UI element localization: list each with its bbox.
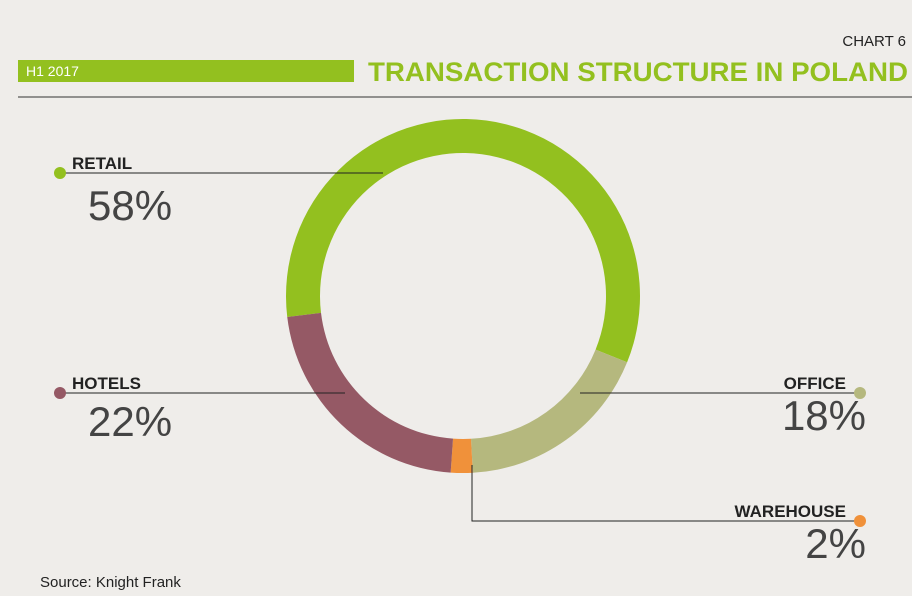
legend-dot (54, 167, 66, 179)
donut-slice (287, 312, 454, 473)
legend-dot (854, 515, 866, 527)
chart-title: TRANSACTION STRUCTURE IN POLAND (368, 57, 908, 87)
category-label: HOTELS (72, 374, 141, 393)
value-label: 18% (782, 392, 866, 439)
donut-slice (470, 349, 628, 473)
category-label: RETAIL (72, 154, 132, 173)
category-label: OFFICE (784, 374, 846, 393)
source: Source: Knight Frank (40, 574, 181, 591)
category-label: WAREHOUSE (735, 502, 846, 521)
period: H1 2017 (26, 63, 79, 79)
legend-dot (854, 387, 866, 399)
leader-line (471, 465, 860, 522)
legend-dot (54, 387, 66, 399)
chart-number: CHART 6 (842, 33, 906, 50)
value-label: 2% (805, 520, 866, 567)
period-band (18, 60, 354, 82)
value-label: 58% (88, 182, 172, 229)
donut-slice (286, 118, 640, 363)
donut-slice (450, 438, 473, 474)
value-label: 22% (88, 398, 172, 445)
